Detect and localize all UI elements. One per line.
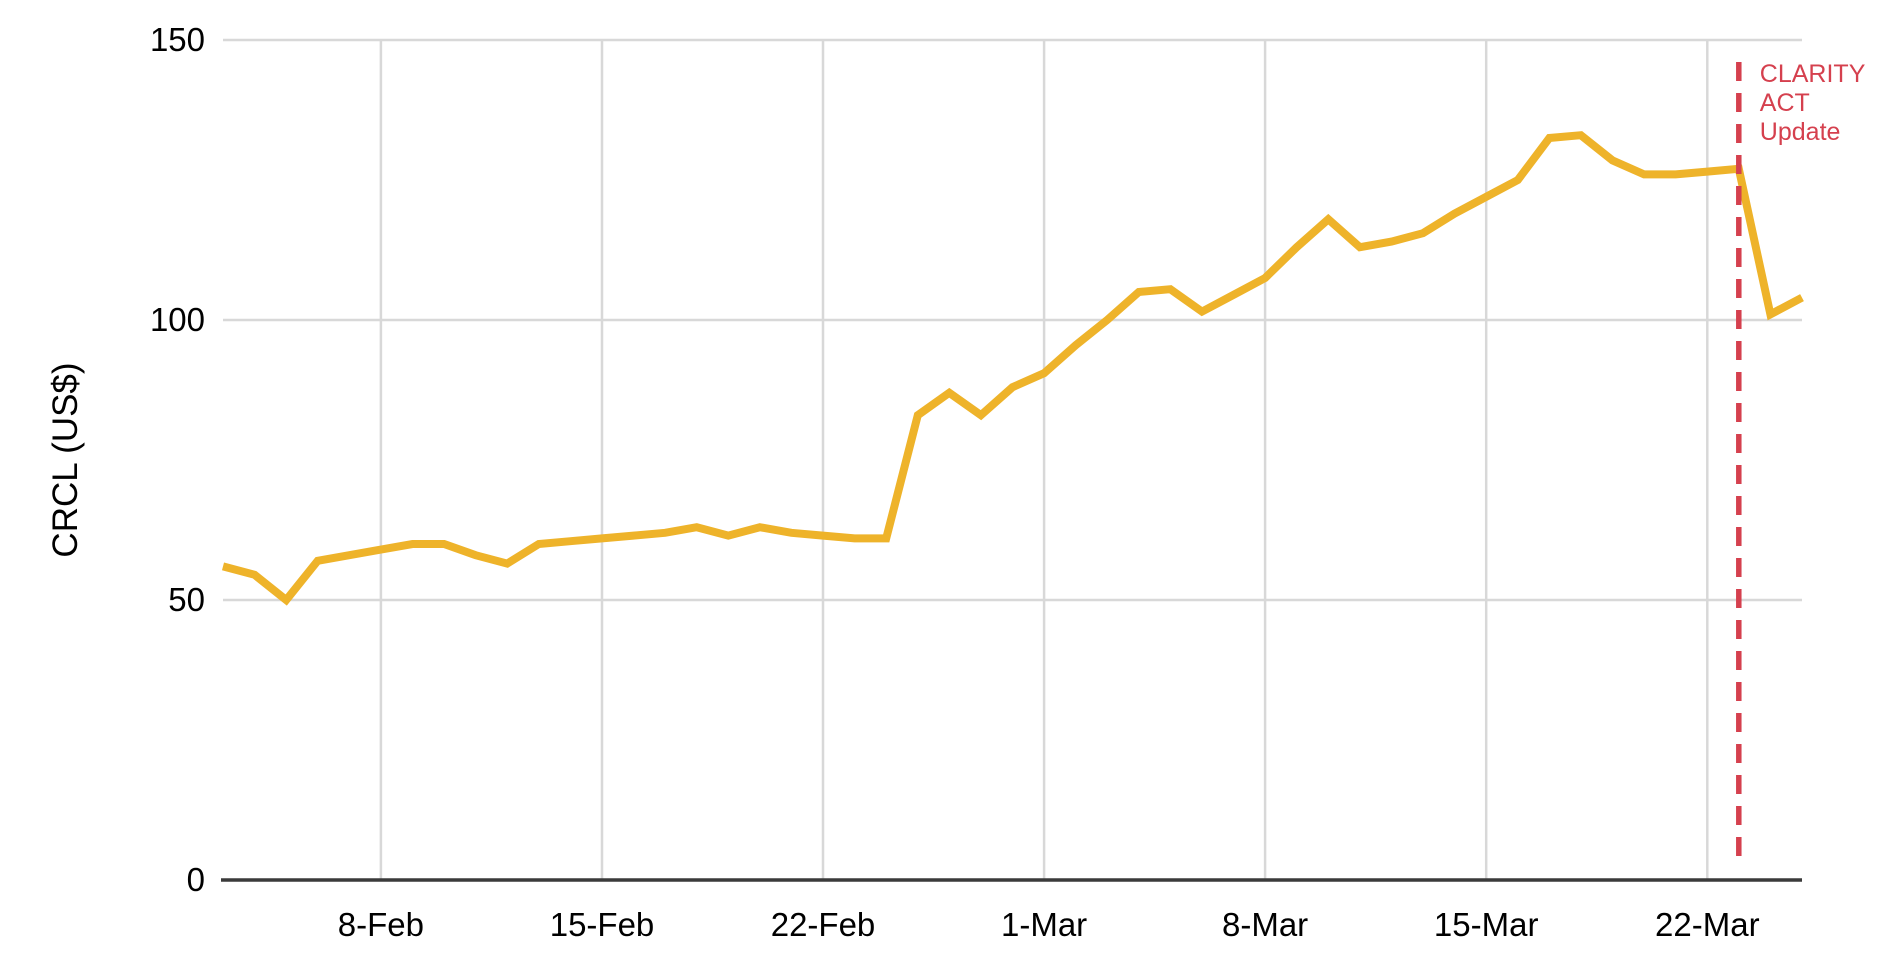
x-tick-label-1-Mar: 1-Mar bbox=[1001, 906, 1087, 943]
x-tick-label-15-Mar: 15-Mar bbox=[1434, 906, 1539, 943]
x-tick-label-15-Feb: 15-Feb bbox=[550, 906, 655, 943]
y-tick-label-100: 100 bbox=[150, 301, 205, 338]
annotation-line-1: ACT bbox=[1760, 89, 1810, 117]
y-tick-label-150: 150 bbox=[150, 21, 205, 58]
y-tick-label-50: 50 bbox=[168, 581, 205, 618]
x-tick-label-8-Mar: 8-Mar bbox=[1222, 906, 1308, 943]
clarity-act-annotation-label: CLARITY ACT Update bbox=[1760, 60, 1866, 146]
annotation-line-2: Update bbox=[1760, 118, 1841, 146]
y-tick-label-0: 0 bbox=[187, 861, 205, 898]
x-tick-label-22-Feb: 22-Feb bbox=[771, 906, 876, 943]
annotation-line-0: CLARITY bbox=[1760, 60, 1866, 88]
x-tick-label-8-Feb: 8-Feb bbox=[338, 906, 424, 943]
y-axis-title: CRCL (US$) bbox=[46, 362, 85, 557]
x-tick-label-22-Mar: 22-Mar bbox=[1655, 906, 1760, 943]
crcl-price-line bbox=[221, 131, 1804, 606]
